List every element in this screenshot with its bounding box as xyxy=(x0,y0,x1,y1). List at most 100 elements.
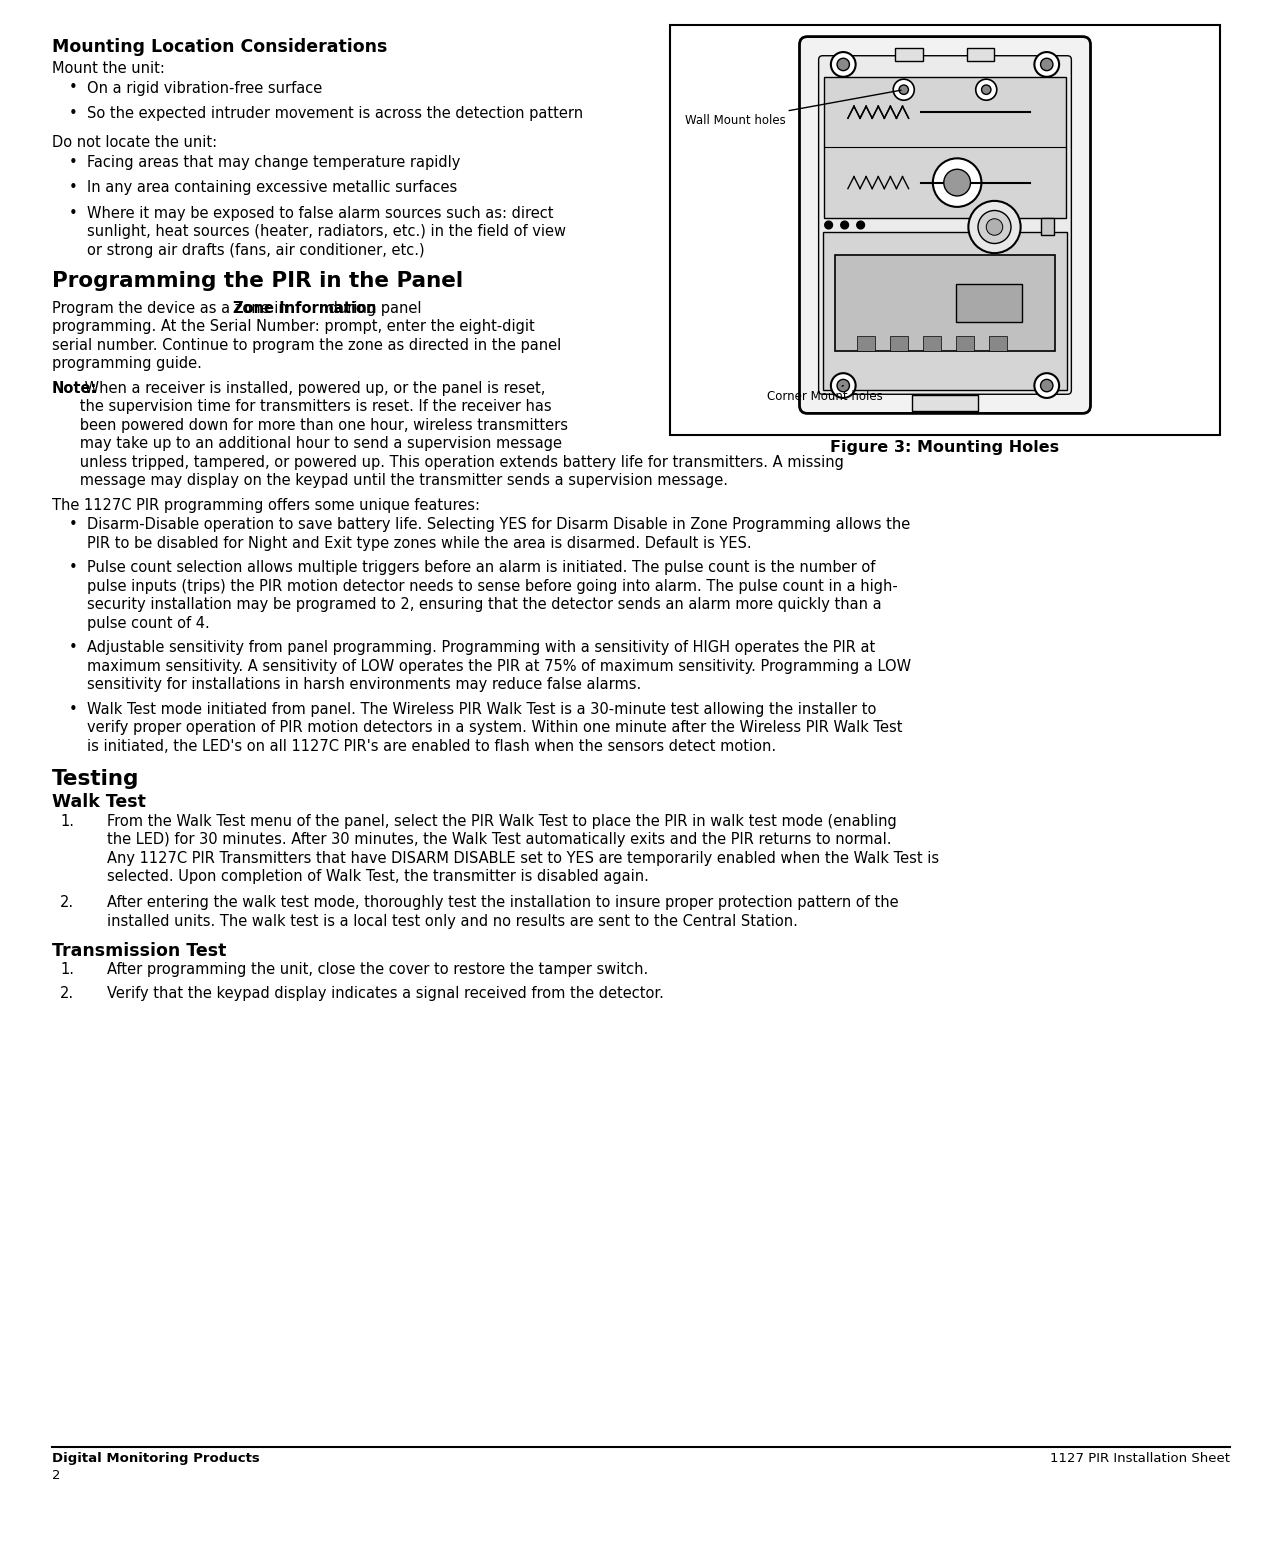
Text: the supervision time for transmitters is reset. If the receiver has: the supervision time for transmitters is… xyxy=(52,399,552,414)
Circle shape xyxy=(825,221,833,229)
Text: •: • xyxy=(69,561,78,575)
Text: during panel: during panel xyxy=(324,301,422,315)
Text: •: • xyxy=(69,518,78,531)
FancyBboxPatch shape xyxy=(799,37,1090,414)
Bar xyxy=(1042,218,1054,235)
Text: From the Walk Test menu of the panel, select the PIR Walk Test to place the PIR : From the Walk Test menu of the panel, se… xyxy=(107,814,896,830)
Bar xyxy=(923,337,941,351)
Text: or strong air drafts (fans, air conditioner, etc.): or strong air drafts (fans, air conditio… xyxy=(87,243,425,258)
Text: Testing: Testing xyxy=(52,769,139,789)
Text: The 1127C PIR programming offers some unique features:: The 1127C PIR programming offers some un… xyxy=(52,497,479,513)
Text: •: • xyxy=(69,154,78,170)
Text: unless tripped, tampered, or powered up. This operation extends battery life for: unless tripped, tampered, or powered up.… xyxy=(52,454,844,470)
Bar xyxy=(912,394,978,411)
Circle shape xyxy=(1040,59,1053,71)
Text: On a rigid vibration-free surface: On a rigid vibration-free surface xyxy=(87,80,323,96)
Circle shape xyxy=(975,79,997,100)
Circle shape xyxy=(831,53,856,77)
Text: In any area containing excessive metallic surfaces: In any area containing excessive metalli… xyxy=(87,181,458,195)
Text: •: • xyxy=(69,205,78,221)
Text: Transmission Test: Transmission Test xyxy=(52,942,227,959)
Circle shape xyxy=(969,201,1020,253)
Text: been powered down for more than one hour, wireless transmitters: been powered down for more than one hour… xyxy=(52,417,567,433)
Circle shape xyxy=(1040,380,1053,392)
Text: Walk Test: Walk Test xyxy=(52,793,145,811)
Text: After entering the walk test mode, thoroughly test the installation to insure pr: After entering the walk test mode, thoro… xyxy=(107,895,899,910)
Text: Wall Mount holes: Wall Mount holes xyxy=(685,90,901,127)
Text: Program the device as a zone in: Program the device as a zone in xyxy=(52,301,292,315)
Text: Verify that the keypad display indicates a signal received from the detector.: Verify that the keypad display indicates… xyxy=(107,986,664,1001)
Text: •: • xyxy=(69,701,78,717)
Circle shape xyxy=(978,210,1011,244)
Circle shape xyxy=(894,79,914,100)
Text: 2: 2 xyxy=(52,1469,60,1482)
Text: Where it may be exposed to false alarm sources such as: direct: Where it may be exposed to false alarm s… xyxy=(87,205,553,221)
Text: PIR to be disabled for Night and Exit type zones while the area is disarmed. Def: PIR to be disabled for Night and Exit ty… xyxy=(87,536,752,550)
Text: So the expected intruder movement is across the detection pattern: So the expected intruder movement is acr… xyxy=(87,107,583,121)
Text: security installation may be programed to 2, ensuring that the detector sends an: security installation may be programed t… xyxy=(87,598,881,612)
Text: 2.: 2. xyxy=(60,986,74,1001)
Text: •: • xyxy=(69,107,78,121)
Circle shape xyxy=(1034,374,1060,399)
Text: When a receiver is installed, powered up, or the panel is reset,: When a receiver is installed, powered up… xyxy=(80,380,546,396)
Circle shape xyxy=(1034,53,1060,77)
Text: •: • xyxy=(69,640,78,655)
Text: programming. At the Serial Number: prompt, enter the eight-digit: programming. At the Serial Number: promp… xyxy=(52,320,534,334)
Text: pulse count of 4.: pulse count of 4. xyxy=(87,616,210,630)
Circle shape xyxy=(840,221,849,229)
Text: pulse inputs (trips) the PIR motion detector needs to sense before going into al: pulse inputs (trips) the PIR motion dete… xyxy=(87,579,898,593)
Text: 1.: 1. xyxy=(60,814,74,830)
Bar xyxy=(956,337,974,351)
Circle shape xyxy=(933,158,982,207)
Text: Disarm-Disable operation to save battery life. Selecting YES for Disarm Disable : Disarm-Disable operation to save battery… xyxy=(87,518,910,531)
Text: Mount the unit:: Mount the unit: xyxy=(52,60,164,76)
Bar xyxy=(956,284,1023,321)
Text: Digital Monitoring Products: Digital Monitoring Products xyxy=(52,1452,260,1465)
Text: Facing areas that may change temperature rapidly: Facing areas that may change temperature… xyxy=(87,154,460,170)
Text: After programming the unit, close the cover to restore the tamper switch.: After programming the unit, close the co… xyxy=(107,963,648,978)
Text: sensitivity for installations in harsh environments may reduce false alarms.: sensitivity for installations in harsh e… xyxy=(87,677,641,692)
Text: Figure 3: Mounting Holes: Figure 3: Mounting Holes xyxy=(830,440,1060,454)
Bar xyxy=(989,337,1007,351)
Circle shape xyxy=(857,221,864,229)
Text: serial number. Continue to program the zone as directed in the panel: serial number. Continue to program the z… xyxy=(52,338,561,352)
Bar xyxy=(824,77,1066,218)
Text: installed units. The walk test is a local test only and no results are sent to t: installed units. The walk test is a loca… xyxy=(107,913,798,929)
Circle shape xyxy=(838,59,849,71)
Text: Programming the PIR in the Panel: Programming the PIR in the Panel xyxy=(52,270,463,290)
Text: Mounting Location Considerations: Mounting Location Considerations xyxy=(52,39,388,56)
Text: 1.: 1. xyxy=(60,963,74,978)
Text: •: • xyxy=(69,181,78,195)
Bar xyxy=(669,25,1220,436)
Text: Corner Mount holes: Corner Mount holes xyxy=(768,386,882,403)
Text: is initiated, the LED's on all 1127C PIR's are enabled to flash when the sensors: is initiated, the LED's on all 1127C PIR… xyxy=(87,739,776,754)
Circle shape xyxy=(838,380,849,392)
Text: Pulse count selection allows multiple triggers before an alarm is initiated. The: Pulse count selection allows multiple tr… xyxy=(87,561,876,575)
Circle shape xyxy=(831,374,856,399)
Text: verify proper operation of PIR motion detectors in a system. Within one minute a: verify proper operation of PIR motion de… xyxy=(87,720,903,735)
Text: selected. Upon completion of Walk Test, the transmitter is disabled again.: selected. Upon completion of Walk Test, … xyxy=(107,870,649,884)
Text: 1127 PIR Installation Sheet: 1127 PIR Installation Sheet xyxy=(1051,1452,1230,1465)
Bar xyxy=(857,337,875,351)
Text: •: • xyxy=(69,80,78,96)
Text: Do not locate the unit:: Do not locate the unit: xyxy=(52,134,217,150)
Text: Adjustable sensitivity from panel programming. Programming with a sensitivity of: Adjustable sensitivity from panel progra… xyxy=(87,640,875,655)
Text: message may display on the keypad until the transmitter sends a supervision mess: message may display on the keypad until … xyxy=(52,473,728,488)
Bar xyxy=(966,48,995,60)
Text: programming guide.: programming guide. xyxy=(52,357,201,371)
Bar xyxy=(835,255,1056,351)
Bar xyxy=(890,337,908,351)
Text: Zone Information: Zone Information xyxy=(233,301,377,315)
Text: Any 1127C PIR Transmitters that have DISARM DISABLE set to YES are temporarily e: Any 1127C PIR Transmitters that have DIS… xyxy=(107,851,940,865)
Circle shape xyxy=(899,85,909,94)
Circle shape xyxy=(944,170,970,196)
Bar xyxy=(895,48,923,60)
Bar xyxy=(822,232,1067,391)
Text: Walk Test mode initiated from panel. The Wireless PIR Walk Test is a 30-minute t: Walk Test mode initiated from panel. The… xyxy=(87,701,876,717)
Text: may take up to an additional hour to send a supervision message: may take up to an additional hour to sen… xyxy=(52,436,562,451)
Text: maximum sensitivity. A sensitivity of LOW operates the PIR at 75% of maximum sen: maximum sensitivity. A sensitivity of LO… xyxy=(87,658,912,674)
FancyBboxPatch shape xyxy=(819,56,1071,394)
Circle shape xyxy=(987,219,1002,235)
Text: 2.: 2. xyxy=(60,895,74,910)
Text: sunlight, heat sources (heater, radiators, etc.) in the field of view: sunlight, heat sources (heater, radiator… xyxy=(87,224,566,239)
